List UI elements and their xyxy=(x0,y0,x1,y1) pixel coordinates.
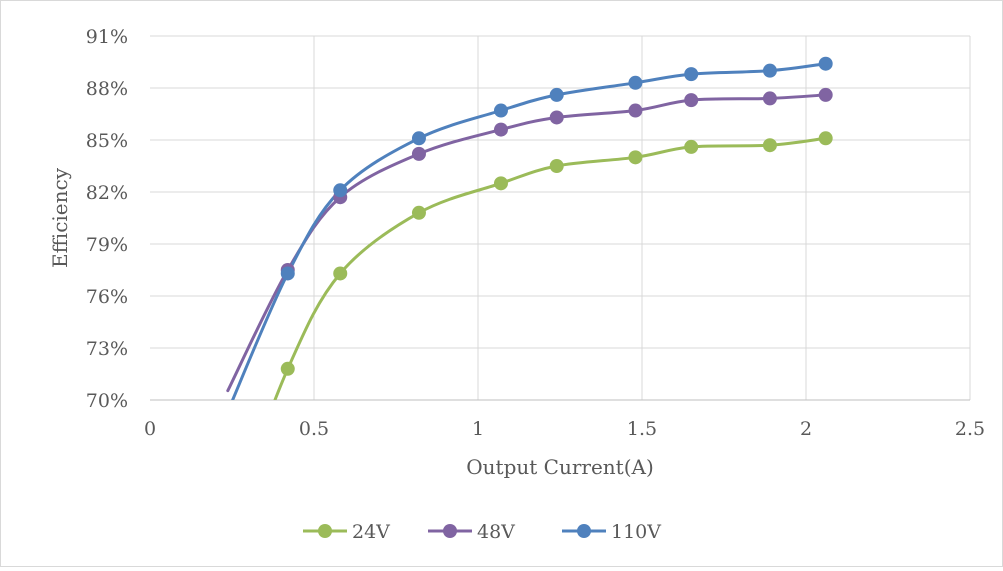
x-tick-label: 1 xyxy=(472,418,484,440)
legend-label-24v: 24V xyxy=(352,521,390,543)
data-point-110v xyxy=(818,56,833,71)
data-point-48v xyxy=(549,110,564,125)
x-axis-title: Output Current(A) xyxy=(466,455,654,479)
y-tick-label: 82% xyxy=(86,182,128,204)
y-tick-label: 88% xyxy=(86,78,128,100)
legend-label-48v: 48V xyxy=(477,521,515,543)
series-line-48v xyxy=(226,93,828,393)
data-point-24v xyxy=(333,266,348,281)
data-point-110v xyxy=(333,183,348,198)
data-point-24v xyxy=(684,139,699,154)
x-tick-label: 0 xyxy=(144,418,156,440)
points-layer xyxy=(280,56,833,376)
data-point-48v xyxy=(493,122,508,137)
data-point-24v xyxy=(280,361,295,376)
legend-item-24v: 24V xyxy=(303,521,390,543)
x-axis-ticks: 0 0.5 1 1.5 2 2.5 xyxy=(144,418,985,440)
data-point-48v xyxy=(628,103,643,118)
data-point-48v xyxy=(411,146,426,161)
data-point-48v xyxy=(818,87,833,102)
data-point-110v xyxy=(628,75,643,90)
y-tick-label: 70% xyxy=(86,390,128,412)
y-tick-label: 76% xyxy=(86,286,128,308)
data-point-110v xyxy=(493,103,508,118)
y-tick-label: 79% xyxy=(86,234,128,256)
legend-marker-110v xyxy=(577,524,591,538)
legend: 24V 48V 110V xyxy=(303,521,661,543)
series-line-110v xyxy=(231,62,828,400)
data-point-24v xyxy=(411,205,426,220)
data-point-110v xyxy=(684,67,699,82)
x-tick-label: 1.5 xyxy=(627,418,657,440)
legend-item-48v: 48V xyxy=(428,521,515,543)
data-point-24v xyxy=(628,150,643,165)
legend-marker-48v xyxy=(443,524,457,538)
x-tick-label: 2 xyxy=(800,418,812,440)
data-point-110v xyxy=(280,266,295,281)
data-point-110v xyxy=(549,87,564,102)
legend-marker-24v xyxy=(318,524,332,538)
y-tick-label: 73% xyxy=(86,338,128,360)
data-point-24v xyxy=(549,159,564,173)
data-point-24v xyxy=(762,138,777,153)
legend-label-110v: 110V xyxy=(611,521,661,543)
legend-item-110v: 110V xyxy=(562,521,661,543)
data-point-24v xyxy=(818,131,833,146)
y-tick-label: 85% xyxy=(86,130,128,152)
data-point-48v xyxy=(762,91,777,106)
x-tick-label: 2.5 xyxy=(955,418,985,440)
data-point-48v xyxy=(684,93,699,108)
data-point-110v xyxy=(411,131,426,146)
y-axis-ticks: 70% 73% 76% 79% 82% 85% 88% 91% xyxy=(86,26,128,412)
y-axis-title: Efficiency xyxy=(48,167,72,268)
x-tick-label: 0.5 xyxy=(299,418,329,440)
data-point-110v xyxy=(762,63,777,78)
data-point-24v xyxy=(493,176,508,191)
y-tick-label: 91% xyxy=(86,26,128,48)
